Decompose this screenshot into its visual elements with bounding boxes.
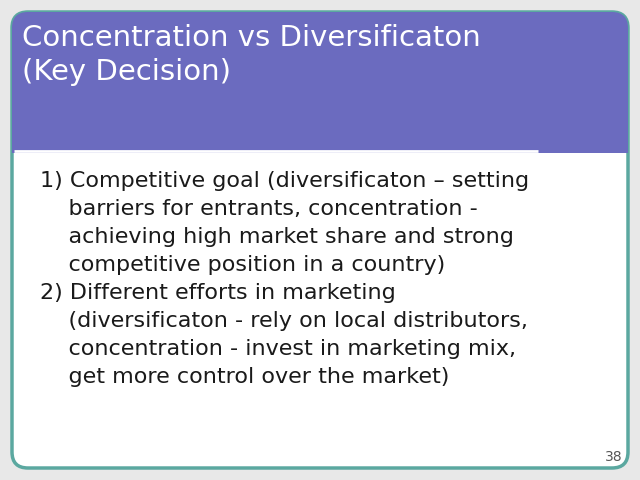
Text: 38: 38 xyxy=(605,450,623,464)
Text: achieving high market share and strong: achieving high market share and strong xyxy=(40,227,514,247)
Bar xyxy=(12,135,628,153)
FancyBboxPatch shape xyxy=(12,12,628,153)
Text: (diversificaton - rely on local distributors,: (diversificaton - rely on local distribu… xyxy=(40,311,528,331)
Text: concentration - invest in marketing mix,: concentration - invest in marketing mix, xyxy=(40,339,516,359)
Text: (Key Decision): (Key Decision) xyxy=(22,58,231,86)
Text: get more control over the market): get more control over the market) xyxy=(40,367,449,387)
Text: Concentration vs Diversificaton: Concentration vs Diversificaton xyxy=(22,24,481,52)
Text: competitive position in a country): competitive position in a country) xyxy=(40,255,445,275)
FancyBboxPatch shape xyxy=(12,12,628,468)
Text: 2) Different efforts in marketing: 2) Different efforts in marketing xyxy=(40,283,396,303)
Text: 1) Competitive goal (diversificaton – setting: 1) Competitive goal (diversificaton – se… xyxy=(40,171,529,191)
Text: barriers for entrants, concentration -: barriers for entrants, concentration - xyxy=(40,199,477,219)
